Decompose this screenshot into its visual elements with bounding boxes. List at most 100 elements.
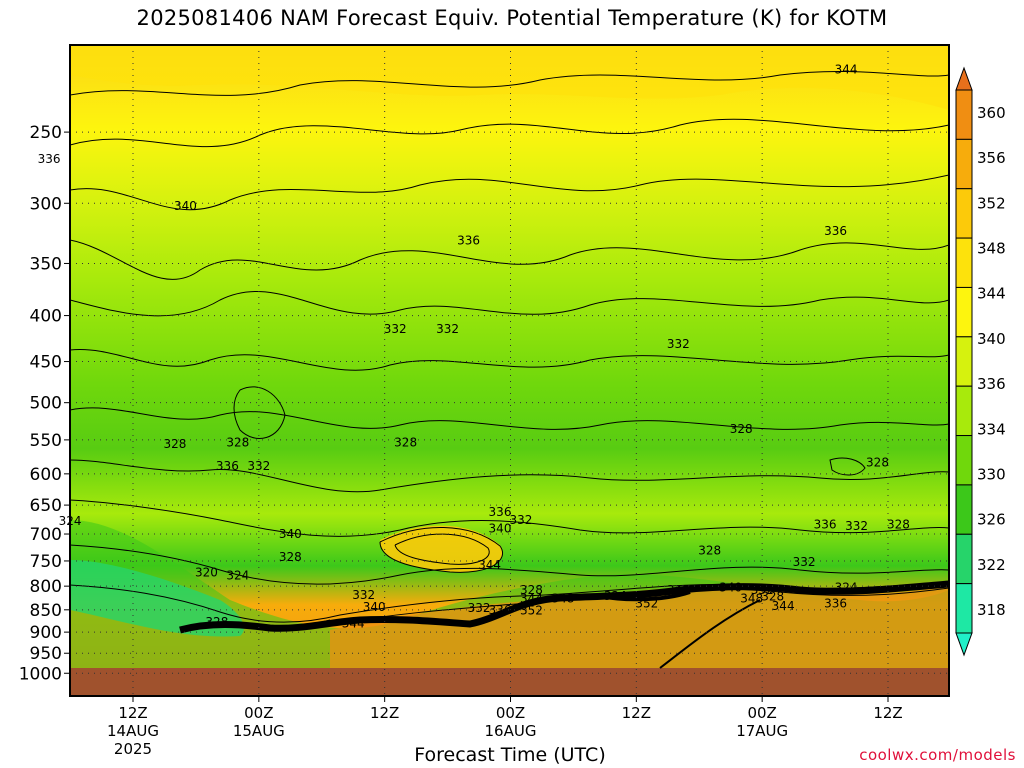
contour-label: 332 bbox=[510, 513, 533, 527]
colorbar-label: 334 bbox=[977, 420, 1006, 438]
contour-label: 324 bbox=[835, 581, 858, 595]
contour-label: 320 bbox=[195, 566, 218, 580]
x-tick-label: 00Z bbox=[747, 704, 776, 722]
y-tick-label: 500 bbox=[30, 394, 62, 414]
colorbar-label: 322 bbox=[977, 556, 1006, 574]
y-tick-label: 1000 bbox=[19, 664, 62, 684]
colorbar-swatch bbox=[955, 89, 973, 140]
contour-line bbox=[70, 118, 949, 148]
contour-line bbox=[70, 71, 949, 96]
colorbar-swatch bbox=[955, 385, 973, 437]
contour-line bbox=[70, 239, 949, 280]
y-tick-label: 850 bbox=[30, 601, 62, 621]
colorbar-swatch bbox=[955, 583, 973, 634]
y-tick-label: 800 bbox=[30, 577, 62, 597]
x-axis-label: Forecast Time (UTC) bbox=[414, 744, 606, 766]
colorbar-label: 344 bbox=[977, 285, 1006, 303]
colorbar-swatch bbox=[955, 286, 973, 338]
contour-label: 336 bbox=[457, 233, 480, 247]
y-tick-label: 650 bbox=[30, 496, 62, 516]
colorbar-label: 318 bbox=[977, 601, 1006, 619]
contour-label: 336 bbox=[824, 224, 847, 238]
contour-label: 332 bbox=[384, 322, 407, 336]
x-tick-label: 12Z bbox=[873, 704, 902, 722]
contour-label: 332 bbox=[793, 555, 816, 569]
y-tick-label: 400 bbox=[30, 307, 62, 327]
contour-line bbox=[70, 349, 949, 371]
contour-label: 352 bbox=[635, 596, 658, 610]
contour-label: 348 bbox=[740, 592, 763, 606]
contour-line bbox=[659, 599, 761, 669]
colorbar-label: 330 bbox=[977, 465, 1006, 483]
credit-text[interactable]: coolwx.com/models bbox=[859, 746, 1016, 764]
x-tick-label: 12Z bbox=[622, 704, 651, 722]
contour-label: 332 bbox=[845, 519, 868, 533]
contour-label: 332 bbox=[352, 588, 375, 602]
colorbar-label: 348 bbox=[977, 240, 1006, 258]
contour-label: 328 bbox=[761, 590, 784, 604]
plot-frame bbox=[69, 44, 950, 697]
front-contour-band bbox=[179, 580, 949, 634]
colorbar-swatch bbox=[955, 138, 973, 190]
contour-label: 340 bbox=[279, 527, 302, 541]
contour-label: 332 bbox=[667, 337, 690, 351]
contour-label: 344 bbox=[342, 616, 365, 630]
y-tick-label: 550 bbox=[30, 431, 62, 451]
colorbar-label: 336 bbox=[977, 375, 1006, 393]
contour-label: 340 bbox=[174, 199, 197, 213]
contour-label: 324 bbox=[604, 589, 627, 603]
y-tick-label: 350 bbox=[30, 254, 62, 274]
colorbar-swatch bbox=[955, 336, 973, 387]
contour-label: 348 bbox=[551, 592, 574, 606]
x-tick-date: 14AUG bbox=[107, 722, 159, 740]
field-cool-pocket bbox=[70, 560, 244, 637]
y-tick-label: 250 bbox=[30, 123, 62, 143]
contour-label: 348 bbox=[667, 583, 690, 597]
contour-label: 336 bbox=[814, 517, 837, 531]
contour-label: 328 bbox=[226, 436, 249, 450]
contour-label: 328 bbox=[279, 550, 302, 564]
contour-label: 328 bbox=[698, 543, 721, 557]
contour-label: 336 bbox=[38, 152, 61, 166]
y-tick-label: 900 bbox=[30, 623, 62, 643]
contour-label: 352 bbox=[520, 604, 543, 618]
x-tick-date: 17AUG bbox=[736, 722, 788, 740]
colorbar-swatch bbox=[955, 435, 973, 486]
x-tick-label: 00Z bbox=[244, 704, 273, 722]
contour-label: 340 bbox=[719, 581, 742, 595]
field-midlevel-warm-blob bbox=[380, 525, 503, 573]
contour-label: 328 bbox=[887, 517, 910, 531]
contour-label: 332 bbox=[247, 459, 270, 473]
y-tick-label: 600 bbox=[30, 465, 62, 485]
chart-title: 2025081406 NAM Forecast Equiv. Potential… bbox=[136, 6, 888, 30]
colorbar-label: 326 bbox=[977, 511, 1006, 529]
contour-label: 332 bbox=[468, 601, 491, 615]
colorbar-label: 352 bbox=[977, 194, 1006, 212]
contour-line bbox=[70, 544, 949, 585]
contour-line bbox=[379, 527, 503, 573]
y-tick-label: 700 bbox=[30, 525, 62, 545]
contour-line bbox=[70, 407, 949, 430]
contour-line bbox=[70, 290, 949, 317]
y-tick-label: 450 bbox=[30, 353, 62, 373]
contour-label: 328 bbox=[394, 436, 417, 450]
colorbar-swatch bbox=[955, 484, 973, 535]
contour-label: 328 bbox=[205, 615, 228, 629]
contour-label: 336 bbox=[824, 596, 847, 610]
x-tick-label: 00Z bbox=[496, 704, 525, 722]
contour-label: 344 bbox=[835, 63, 858, 77]
contour-label: 332 bbox=[436, 322, 459, 336]
x-tick-label: 12Z bbox=[370, 704, 399, 722]
contour-line bbox=[70, 499, 949, 537]
contour-label: 324 bbox=[226, 568, 249, 582]
y-tick-label: 300 bbox=[30, 194, 62, 214]
contour-label: 336 bbox=[489, 505, 512, 519]
y-tick-label: 950 bbox=[30, 644, 62, 664]
contour-label: 340 bbox=[489, 521, 512, 535]
colorbar-bottom-arrow bbox=[955, 632, 973, 657]
colorbar-top-arrow bbox=[955, 66, 973, 91]
contour-line bbox=[233, 386, 286, 439]
x-tick-year: 2025 bbox=[114, 740, 152, 758]
contour-label: 328 bbox=[163, 437, 186, 451]
